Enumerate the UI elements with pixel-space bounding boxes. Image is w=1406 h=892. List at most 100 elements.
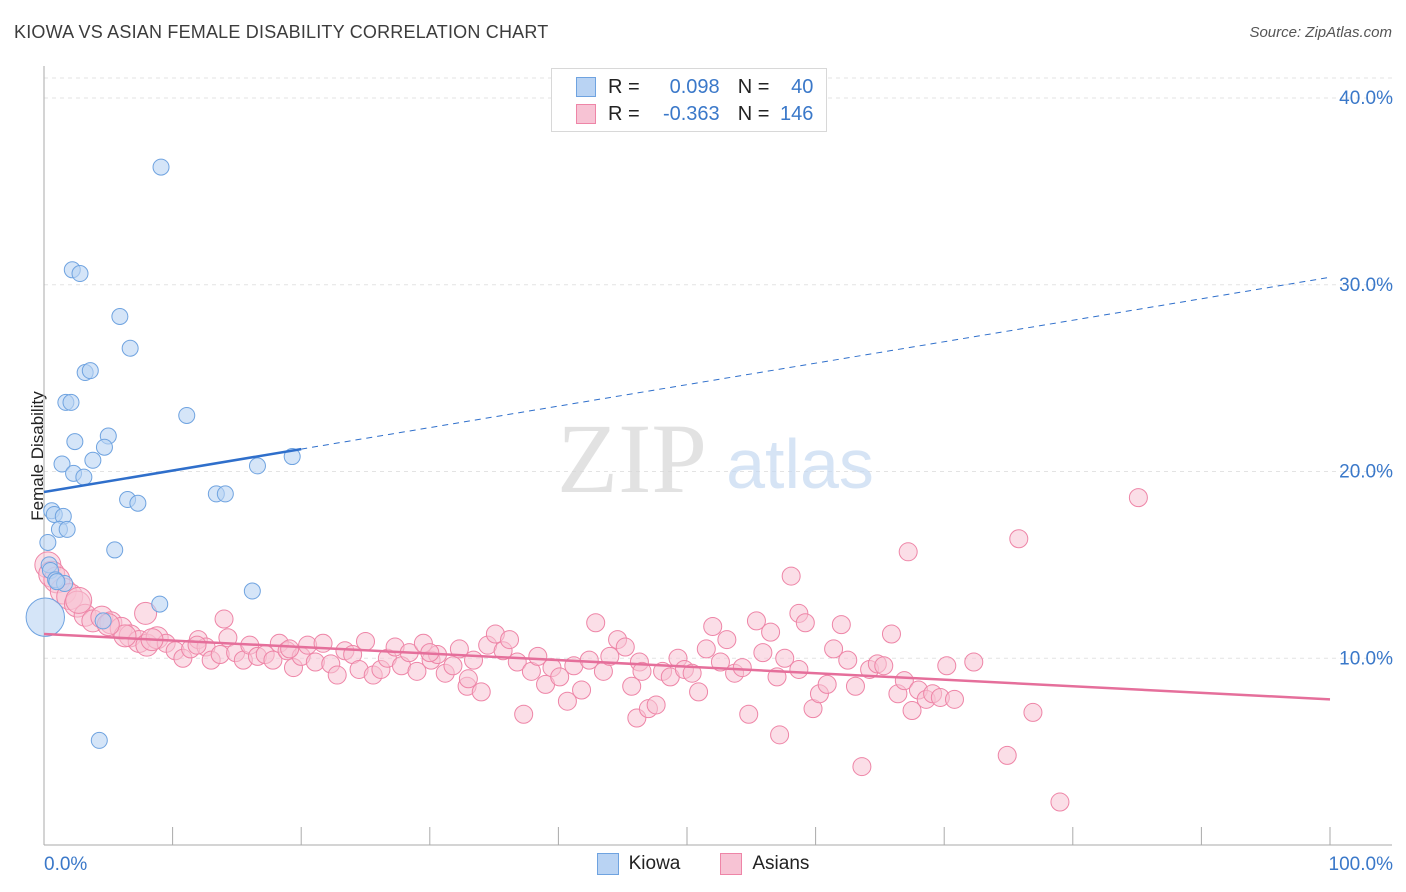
asians-point [113, 624, 137, 648]
kiowa-point [90, 731, 108, 749]
asians-point [464, 650, 484, 670]
asians-point [732, 658, 752, 678]
kiowa-point [151, 595, 169, 613]
asians-point [682, 663, 702, 683]
asians-point [770, 725, 790, 745]
asians-point [407, 661, 427, 681]
asians-point [1009, 529, 1029, 549]
asians-point [817, 674, 837, 694]
asians-point [263, 650, 283, 670]
asians-point [557, 691, 577, 711]
asians-point [746, 611, 766, 631]
axes [43, 66, 1392, 846]
asians-point [65, 586, 93, 614]
asians-point [881, 624, 901, 644]
y-tick-label: 20.0% [1339, 462, 1393, 483]
kiowa-point [58, 520, 76, 538]
asians-point [500, 630, 520, 650]
asians-point [898, 542, 918, 562]
asians-point [356, 631, 375, 651]
kiowa-point [152, 158, 170, 176]
asians-point [646, 695, 666, 715]
kiowa-point [106, 541, 124, 559]
stats-row-kiowa: R = 0.098 N = 40 [552, 73, 813, 101]
kiowa-point [129, 494, 147, 512]
asians-n-label: N = [737, 102, 770, 125]
x-tick-label-min: 0.0% [44, 854, 87, 875]
asians-point [458, 669, 478, 689]
kiowa-trend-extension [301, 276, 1331, 450]
asians-r-label: R = [608, 102, 640, 125]
asians-point [696, 639, 716, 659]
asians-point [632, 661, 652, 681]
kiowa-point [121, 339, 139, 357]
asians-r-value: -0.363 [662, 102, 720, 125]
asians-point [187, 635, 207, 655]
kiowa-point [216, 485, 234, 503]
watermark-zip: ZIP [557, 403, 707, 514]
asians-point [845, 676, 865, 696]
asians-point [327, 665, 347, 685]
asians-point [795, 613, 815, 633]
y-tick-label: 30.0% [1339, 275, 1393, 296]
kiowa-point [248, 457, 266, 475]
legend-item-kiowa: Kiowa [596, 850, 681, 878]
asians-point [615, 637, 635, 657]
kiowa-point [81, 362, 99, 380]
asians-point [1023, 702, 1043, 722]
kiowa-point [39, 533, 57, 551]
asians-point [944, 689, 964, 709]
asians-point [550, 667, 570, 687]
asians-point [775, 648, 795, 668]
legend-item-asians: Asians [720, 850, 809, 878]
stats-row-asians: R = -0.363 N = 146 [552, 100, 813, 128]
asians-point [852, 757, 872, 777]
kiowa-point [25, 597, 65, 637]
asians-point [703, 617, 723, 637]
asians-point [134, 601, 158, 625]
asians-point [528, 646, 548, 666]
asians-point [471, 682, 491, 702]
source-label: Source: ZipAtlas.com [1249, 24, 1392, 41]
asians-point [789, 659, 809, 679]
asians-point [831, 615, 851, 635]
kiowa-point [283, 448, 301, 466]
asians-point [572, 680, 592, 700]
kiowa-point [53, 455, 71, 473]
asians-point [902, 701, 922, 721]
asians-point [586, 613, 606, 633]
asians-point [443, 656, 463, 676]
asians-point [964, 652, 984, 672]
y-tick-label: 10.0% [1339, 648, 1393, 669]
kiowa-swatch [576, 77, 596, 97]
trend-lines [43, 276, 1331, 701]
asians-point [280, 639, 300, 659]
asians-point [874, 656, 894, 676]
asians-trend-line [43, 632, 1331, 701]
asians-point [997, 745, 1017, 765]
legend-asians-label: Asians [752, 853, 810, 874]
asians-point [1050, 792, 1070, 812]
stats-box: R = 0.098 N = 40 R = -0.363 N = 146 [551, 68, 827, 132]
x-tick-label-max: 100.0% [1329, 854, 1394, 875]
legend: Kiowa Asians [0, 850, 1406, 878]
legend-kiowa-label: Kiowa [628, 853, 681, 874]
asians-point [622, 676, 642, 696]
kiowa-n-label: N = [737, 75, 770, 98]
asians-point [514, 704, 534, 724]
asians-point [753, 643, 773, 663]
asians-point [717, 630, 737, 650]
asians-point [894, 671, 914, 691]
asians-swatch [576, 104, 596, 124]
asians-point [710, 652, 730, 672]
kiowa-n-value: 40 [791, 75, 814, 98]
kiowa-point [243, 582, 261, 600]
asians-point [937, 656, 957, 676]
y-tick-label: 40.0% [1339, 88, 1393, 109]
kiowa-point [111, 307, 129, 325]
asians-point [600, 646, 620, 666]
asians-point [824, 639, 844, 659]
kiowa-point [62, 393, 80, 411]
asians-point [689, 682, 709, 702]
